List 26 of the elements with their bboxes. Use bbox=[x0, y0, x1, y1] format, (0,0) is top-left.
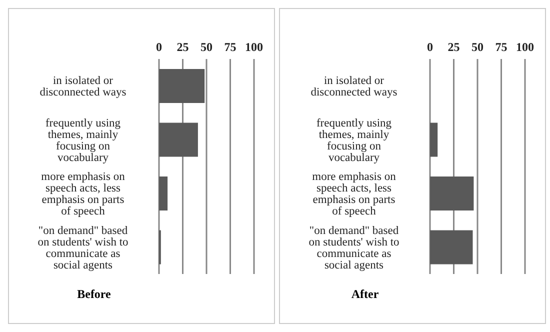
x-axis-title: After bbox=[350, 287, 380, 302]
x-tick-label: 100 bbox=[245, 40, 263, 54]
x-axis-title: Before bbox=[76, 287, 112, 302]
y-tick-label: frequently using themes, mainly focusing on vocabulary bbox=[45, 117, 121, 164]
x-tick-label: 100 bbox=[516, 40, 534, 54]
bar bbox=[159, 69, 205, 103]
y-tick-label: more emphasis on speech acts, less emphasis on parts of speech bbox=[312, 171, 396, 218]
bar bbox=[430, 230, 473, 264]
x-tick-label: 25 bbox=[176, 40, 189, 54]
x-tick-label: 50 bbox=[200, 40, 212, 54]
y-tick-label: in isolated or disconnected ways bbox=[310, 75, 398, 99]
x-tick-label: 75 bbox=[224, 40, 236, 54]
x-tick-label: 0 bbox=[156, 40, 162, 54]
y-tick-label: more emphasis on speech acts, less emphasis on parts of speech bbox=[41, 171, 126, 218]
x-tick-label: 75 bbox=[495, 40, 508, 54]
y-tick-label: in isolated or disconnected ways bbox=[40, 75, 127, 99]
y-tick-label: "on demand" based on students' wish to communicate as social agents bbox=[308, 224, 400, 272]
y-tick-label: frequently using themes, mainly focusing on vocabulary bbox=[316, 117, 392, 164]
bar bbox=[159, 176, 168, 210]
bar bbox=[159, 122, 198, 157]
y-tick-label: "on demand" based on students' wish to communicate as social agents bbox=[38, 224, 129, 272]
bar bbox=[430, 122, 438, 157]
bar bbox=[430, 176, 474, 210]
x-tick-label: 0 bbox=[427, 40, 433, 54]
x-tick-label: 25 bbox=[448, 40, 460, 54]
x-tick-label: 50 bbox=[472, 40, 484, 54]
